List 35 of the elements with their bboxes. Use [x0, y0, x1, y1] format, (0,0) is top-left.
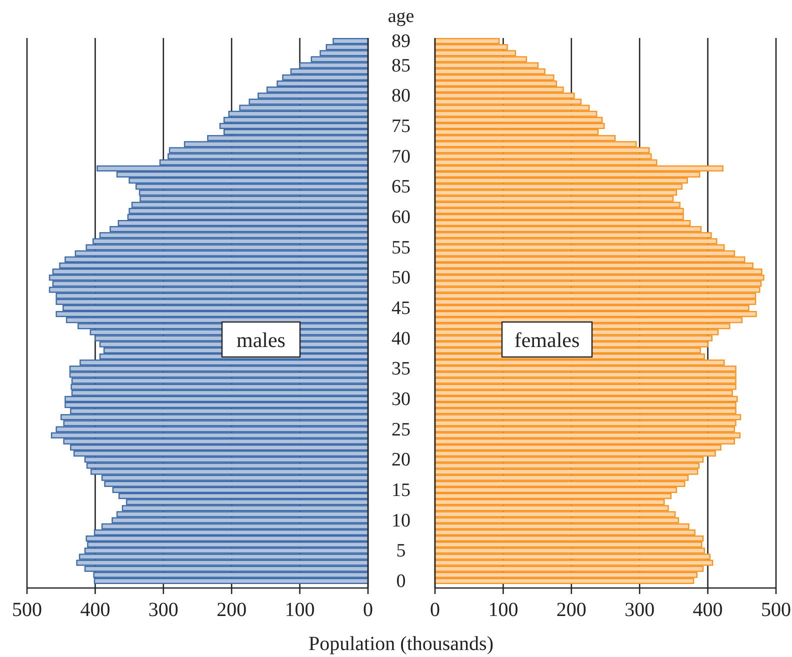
- series-label: females: [514, 328, 580, 352]
- y-tick-label: 25: [392, 419, 410, 440]
- x-tick-label: 100: [284, 599, 315, 621]
- y-tick-label: 45: [392, 298, 410, 319]
- x-tick-label: 0: [363, 599, 373, 621]
- y-tick-label: 20: [392, 450, 410, 471]
- y-tick-label: 70: [392, 146, 410, 168]
- y-tick-label: 40: [392, 328, 410, 350]
- x-tick-label: 200: [216, 599, 247, 621]
- y-tick-label: 75: [392, 116, 410, 137]
- x-tick-label: 0: [430, 599, 440, 621]
- y-axis-title: age: [388, 6, 414, 27]
- y-tick-label: 85: [392, 55, 410, 76]
- x-tick-label: 300: [624, 599, 655, 621]
- y-tick-label: 89: [392, 31, 410, 52]
- x-tick-label: 300: [148, 599, 178, 621]
- y-tick-label: 30: [392, 388, 410, 410]
- y-tick-label: 5: [396, 540, 406, 562]
- y-tick-label: 60: [392, 206, 410, 228]
- x-tick-label: 200: [556, 599, 586, 621]
- x-tick-label: 400: [692, 599, 723, 621]
- y-tick-label: 65: [392, 176, 410, 198]
- x-axis-title: Population (thousands): [308, 633, 494, 655]
- y-tick-label: 0: [396, 570, 406, 592]
- x-tick-label: 500: [12, 599, 42, 621]
- x-tick-label: 500: [761, 599, 791, 621]
- y-tick-label: 10: [392, 510, 410, 532]
- x-tick-label: 100: [488, 599, 518, 621]
- y-tick-label: 80: [392, 86, 410, 107]
- series-label: males: [236, 328, 286, 352]
- x-tick-label: 400: [80, 599, 110, 621]
- y-tick-label: 35: [392, 358, 410, 380]
- y-tick-label: 50: [392, 268, 410, 289]
- y-tick-label: 15: [392, 480, 410, 501]
- y-tick-label: 55: [392, 237, 410, 258]
